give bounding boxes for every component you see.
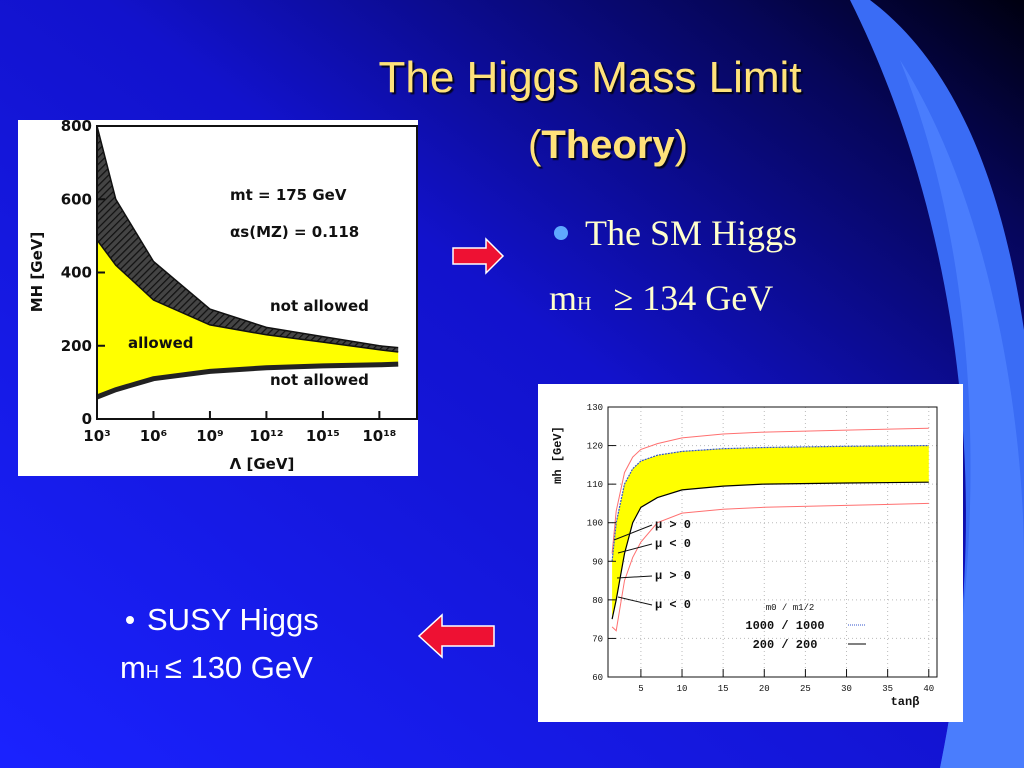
formula-sub: H [577, 293, 591, 315]
x-tick-label: 10⁶ [140, 427, 167, 445]
annotation: μ > 0 [655, 518, 691, 532]
y-tick-label: 90 [592, 557, 603, 567]
curve [611, 445, 929, 562]
pointer [616, 575, 653, 579]
bullet [554, 226, 568, 240]
pointer [613, 524, 653, 541]
figure-frame [538, 384, 963, 722]
y-tick-label: 400 [61, 264, 92, 282]
x-tick-label: 20 [759, 684, 770, 694]
formula-sub: H [146, 662, 159, 682]
annotation: mt = 175 GeV [230, 186, 347, 204]
x-tick-label: 10¹⁸ [362, 427, 396, 445]
x-tick-label: 30 [841, 684, 852, 694]
x-tick-label: 10¹⁵ [306, 427, 340, 445]
formula-part: m [549, 278, 577, 318]
x-tick-label: 35 [882, 684, 893, 694]
y-tick-label: 100 [587, 519, 603, 529]
y-tick-label: 200 [61, 337, 92, 355]
x-tick-label: 10³ [83, 427, 110, 445]
x-tick-label: 15 [718, 684, 729, 694]
annotation: not allowed [270, 297, 369, 315]
y-tick-label: 130 [587, 403, 603, 413]
bullet [126, 616, 134, 624]
y-tick-label: 600 [61, 190, 92, 208]
annotation: allowed [128, 334, 193, 352]
x-tick-label: 40 [923, 684, 934, 694]
x-axis-label: tanβ [891, 695, 920, 709]
y-tick-label: 0 [82, 410, 92, 428]
band-fill [97, 126, 399, 352]
bullet-text: SUSY Higgs [147, 602, 319, 637]
paren: ) [675, 123, 688, 167]
x-tick-label: 10 [677, 684, 688, 694]
y-axis-label: mh [GeV] [551, 426, 565, 484]
y-axis-label: MH [GeV] [28, 232, 46, 313]
annotation: μ > 0 [655, 569, 691, 583]
swoosh [900, 60, 1024, 768]
plot-frame [607, 406, 938, 678]
arrow-left [417, 613, 495, 659]
bullet-text: The SM Higgs [585, 213, 797, 253]
formula-part: ≤ 130 GeV [165, 650, 313, 685]
x-tick-label: 10¹² [249, 427, 283, 445]
curve [96, 361, 399, 400]
slide-title: The Higgs Mass Limit [378, 53, 801, 102]
curve [96, 239, 399, 353]
curve [611, 427, 929, 554]
x-tick-label: 5 [638, 684, 643, 694]
annotation: μ < 0 [655, 537, 691, 551]
paren: ( [528, 123, 542, 167]
legend-label: 1000 / 1000 [745, 619, 824, 633]
curve [96, 125, 399, 349]
slide-subtitle: (Theory) [528, 123, 688, 167]
y-tick-label: 80 [592, 596, 603, 606]
band-fill [97, 239, 399, 397]
curve [611, 502, 929, 632]
y-tick-label: 800 [61, 117, 92, 135]
x-axis-label: Λ [GeV] [230, 455, 295, 473]
x-tick-label: 10⁹ [196, 427, 223, 445]
pointer [617, 543, 653, 554]
legend-label: 200 / 200 [753, 638, 818, 652]
annotation: not allowed [270, 371, 369, 389]
figure-frame [18, 120, 418, 476]
y-tick-label: 120 [587, 442, 603, 452]
plots: 0 200 400 600 800 10³ 10⁶ 10⁹ 10¹² 10¹⁵ 10¹⁸ Λ [GeV… [28, 117, 938, 709]
formula-part: m [120, 650, 146, 685]
formula: mH ≥ 134 GeV [549, 278, 773, 318]
legend-title: m0 / m1/2 [766, 603, 815, 613]
subtitle-bold: Theory [541, 123, 675, 167]
y-tick-label: 110 [587, 480, 603, 490]
curve [611, 481, 929, 620]
y-tick-label: 60 [592, 673, 603, 683]
formula: mH ≤ 130 GeV [120, 650, 313, 685]
annotation: μ < 0 [655, 598, 691, 612]
pointer [617, 596, 653, 606]
annotation: αs(MZ) = 0.118 [230, 223, 359, 241]
y-tick-label: 70 [592, 634, 603, 644]
x-tick-label: 25 [800, 684, 811, 694]
formula-part: ≥ 134 GeV [613, 278, 773, 318]
arrow-right [452, 237, 505, 275]
